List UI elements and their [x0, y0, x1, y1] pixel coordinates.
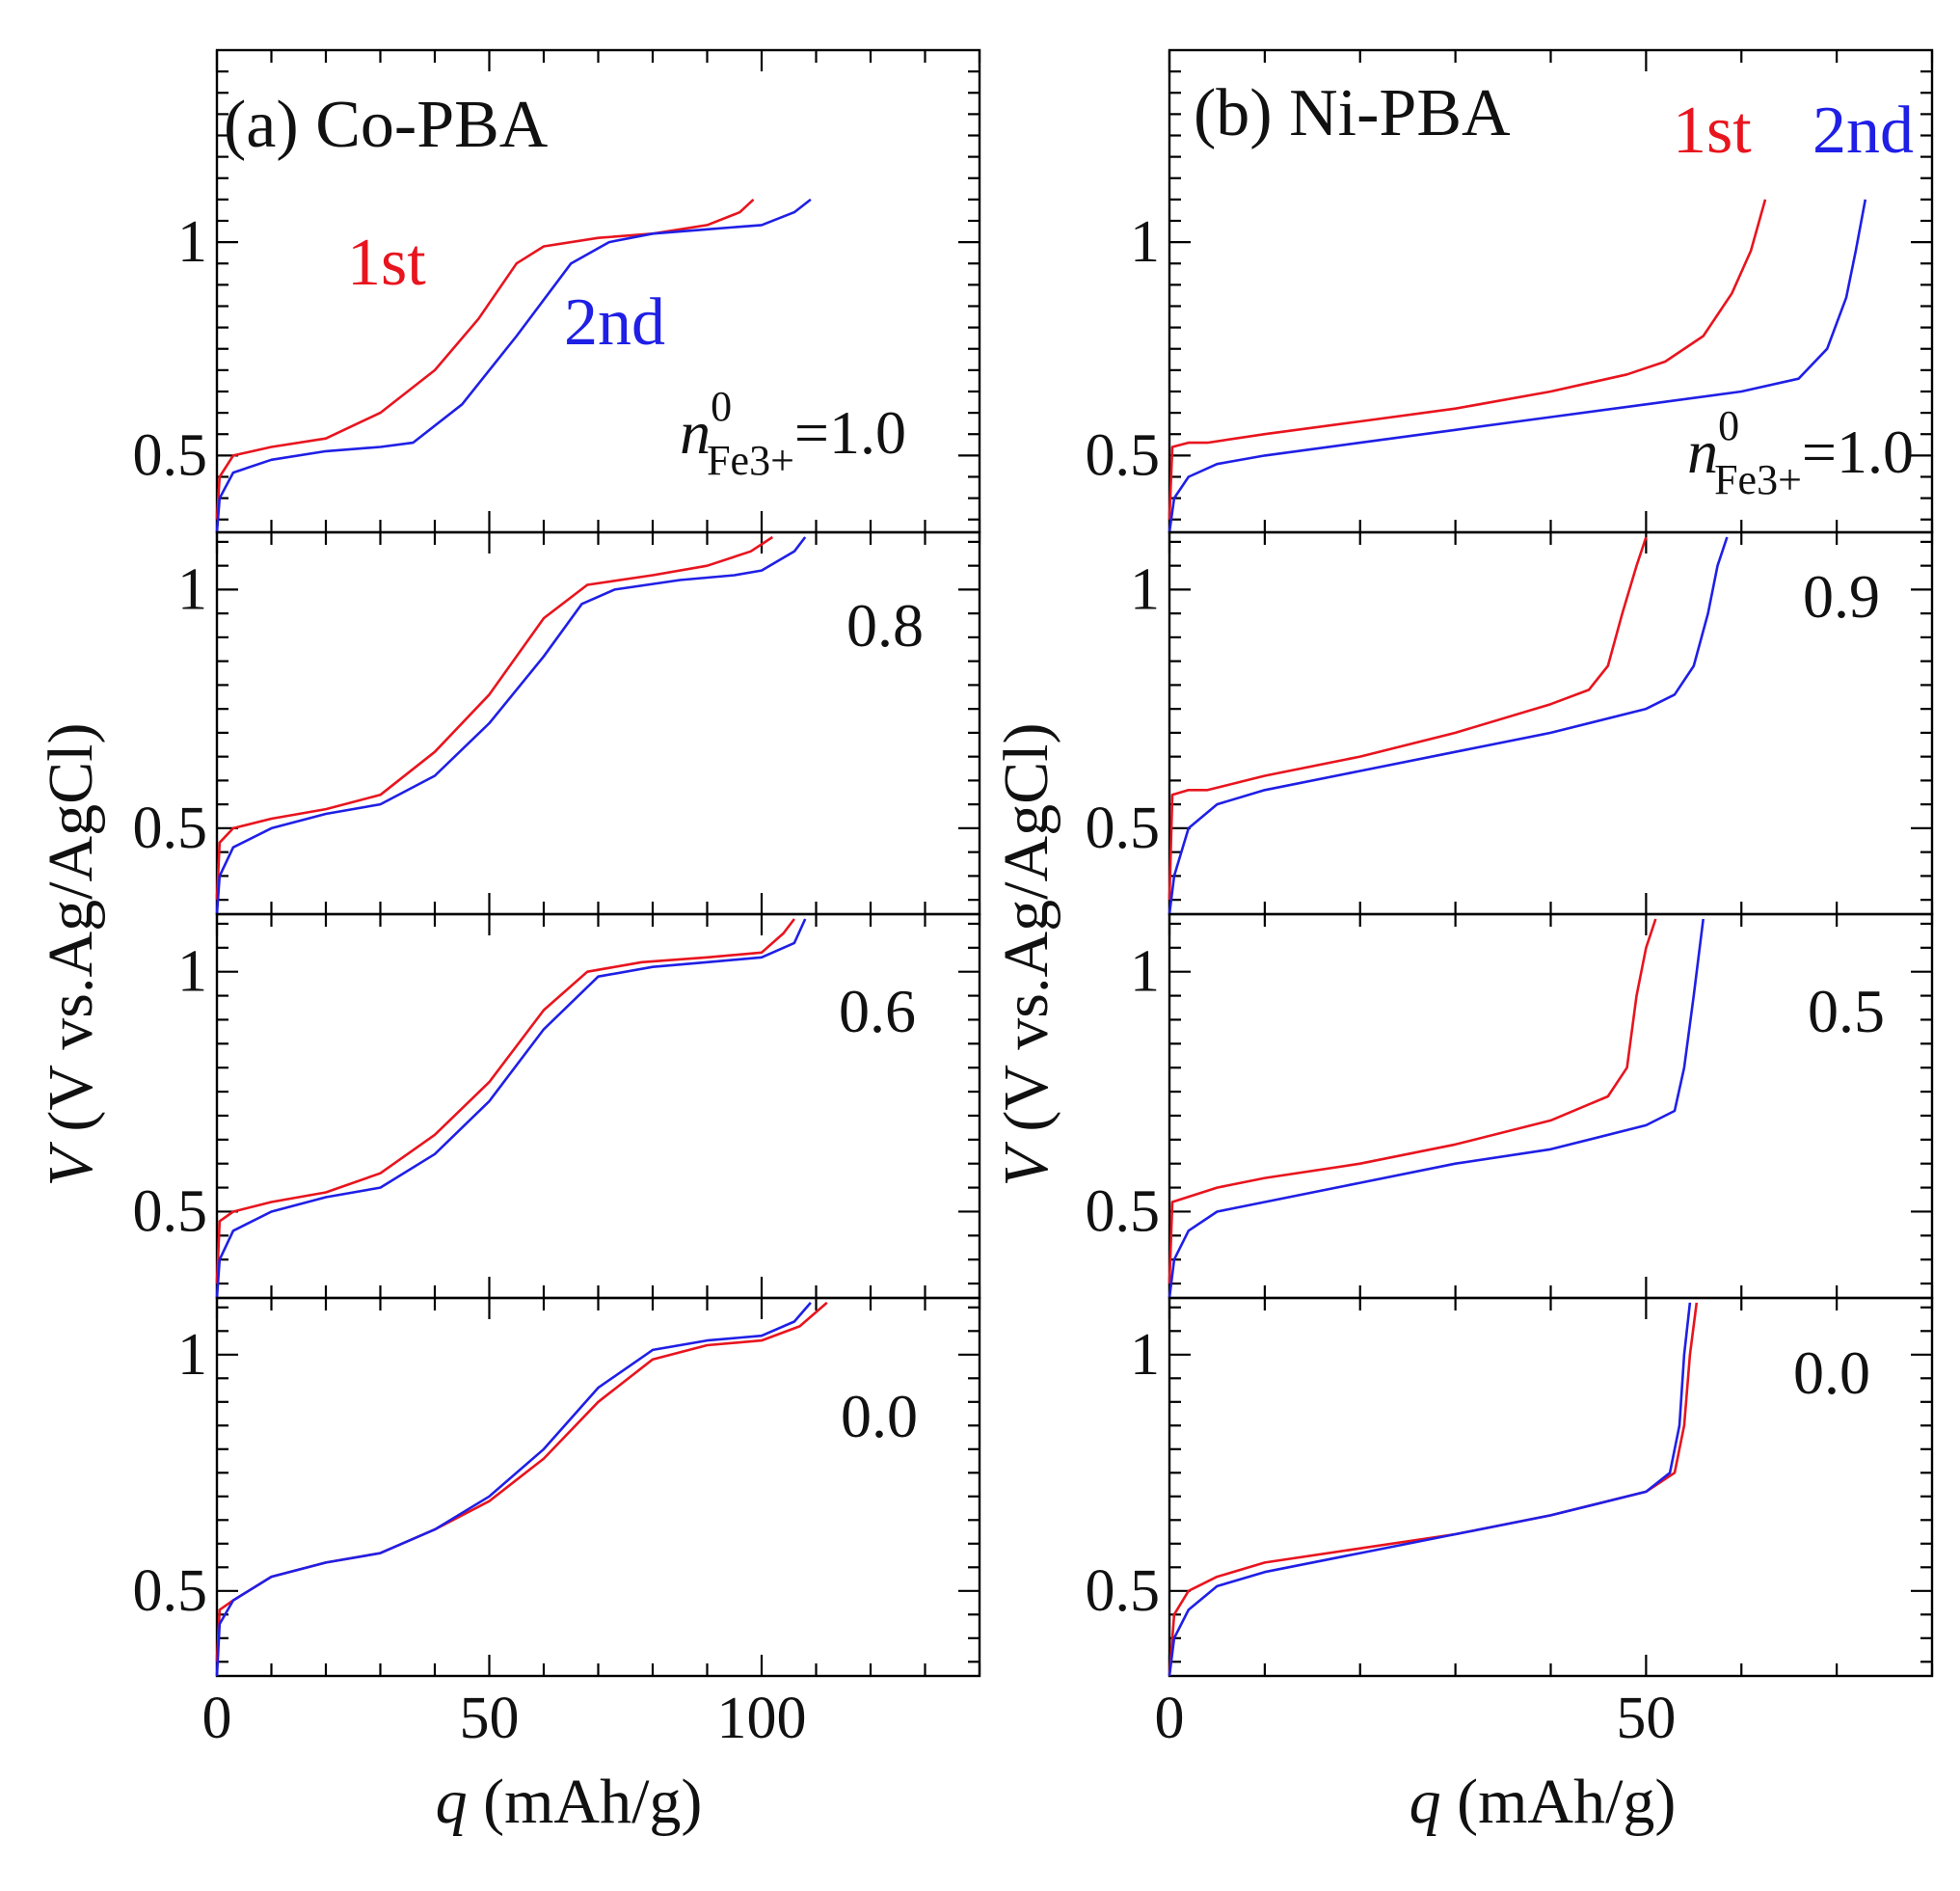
y-tick-label: 1 [177, 209, 207, 275]
y-tick-label: 0.5 [1086, 1558, 1161, 1624]
subplot-a-4: 0.5 1 0.0 [133, 1296, 981, 1678]
n-fe3-value: 0.6 [839, 977, 916, 1045]
n-fe3-value: 0.0 [841, 1382, 918, 1450]
y-axis-label-b: V (V vs.Ag/AgCl) [991, 723, 1061, 1187]
curve-2nd-cycle [215, 536, 807, 915]
curve-1st-cycle [1168, 536, 1648, 901]
y-tick-label: 0.5 [133, 422, 208, 488]
curve-2nd-cycle [215, 918, 807, 1299]
curve-1st-cycle [1168, 918, 1657, 1284]
y-tick-label: 1 [177, 1322, 207, 1388]
x-tick-labels-a: 0 50 100 [202, 1686, 807, 1751]
curve-2nd-cycle [1168, 1302, 1692, 1677]
y-tick-label: 1 [1130, 939, 1160, 1005]
y-tick-label: 0.5 [1086, 1178, 1161, 1244]
curve-2nd-cycle [1168, 199, 1867, 533]
panel-a: 0.5 1 n0 Fe3+=1.0 0.5 1 0.8 0.5 1 0.6 0.5 1 0.0 0… [133, 48, 981, 1837]
y-tick-label: 0.5 [133, 796, 208, 861]
n-fe3-value: 0.8 [846, 591, 924, 660]
panel-title-a: (a) Co-PBA [224, 88, 549, 162]
n-fe3-value: 0.9 [1803, 562, 1880, 631]
x-tick-labels-b: 0 50 [1155, 1686, 1677, 1751]
y-tick-label: 0.5 [133, 1178, 208, 1244]
panel-b: 0.5 1 n0 Fe3+=1.0 0.5 1 0.9 0.5 1 0.5 0.5 1 0.0 0… [1086, 48, 1934, 1837]
y-tick-label: 0.5 [1086, 796, 1161, 861]
x-tick-label: 50 [1616, 1686, 1676, 1751]
curve-2nd-cycle [1168, 536, 1729, 915]
y-tick-label: 1 [177, 556, 207, 622]
legend-1st-a: 1st [347, 226, 426, 300]
x-axis-label-b: q (mAh/g) [1410, 1767, 1677, 1837]
subplot-b-2: 0.5 1 0.9 [1086, 530, 1934, 916]
y-tick-label: 1 [1130, 209, 1160, 275]
n-fe3-label: n0 Fe3+=1.0 [680, 383, 906, 484]
panel-title-b: (b) Ni-PBA [1194, 76, 1511, 150]
subplot-a-3: 0.5 1 0.6 [133, 912, 981, 1300]
subplot-b-4: 0.5 1 0.0 [1086, 1296, 1934, 1678]
subplot-b-1: 0.5 1 n0 Fe3+=1.0 [1086, 48, 1934, 534]
n-fe3-value: 0.0 [1793, 1338, 1870, 1407]
curve-2nd-cycle [215, 198, 812, 533]
curve-2nd-cycle [1168, 918, 1705, 1299]
curve-2nd-cycle [215, 1302, 812, 1677]
curve-1st-cycle [215, 918, 795, 1284]
n-fe3-label: n0 Fe3+=1.0 [1687, 402, 1914, 503]
legend-2nd-a: 2nd [564, 285, 665, 360]
y-tick-label: 0.5 [1086, 422, 1161, 488]
y-tick-label: 1 [1130, 1322, 1160, 1388]
curve-1st-cycle [1168, 199, 1767, 520]
x-axis-label-a: q (mAh/g) [436, 1767, 703, 1837]
x-tick-label: 50 [460, 1686, 520, 1751]
subplot-a-1: 0.5 1 n0 Fe3+=1.0 [133, 48, 981, 534]
curve-1st-cycle [215, 198, 755, 520]
y-axis-label-a: V (V vs.Ag/AgCl) [36, 723, 106, 1187]
subplot-b-3: 0.5 1 0.5 [1086, 912, 1934, 1300]
x-tick-label: 0 [202, 1686, 232, 1751]
y-tick-label: 1 [177, 939, 207, 1005]
y-tick-label: 1 [1130, 556, 1160, 622]
legend-1st-b: 1st [1673, 94, 1752, 168]
x-tick-label: 0 [1155, 1686, 1185, 1751]
n-fe3-value: 0.5 [1808, 977, 1885, 1045]
curve-1st-cycle [215, 535, 774, 901]
legend-2nd-b: 2nd [1812, 94, 1914, 168]
x-tick-label: 100 [717, 1686, 807, 1751]
y-tick-label: 0.5 [133, 1558, 208, 1624]
